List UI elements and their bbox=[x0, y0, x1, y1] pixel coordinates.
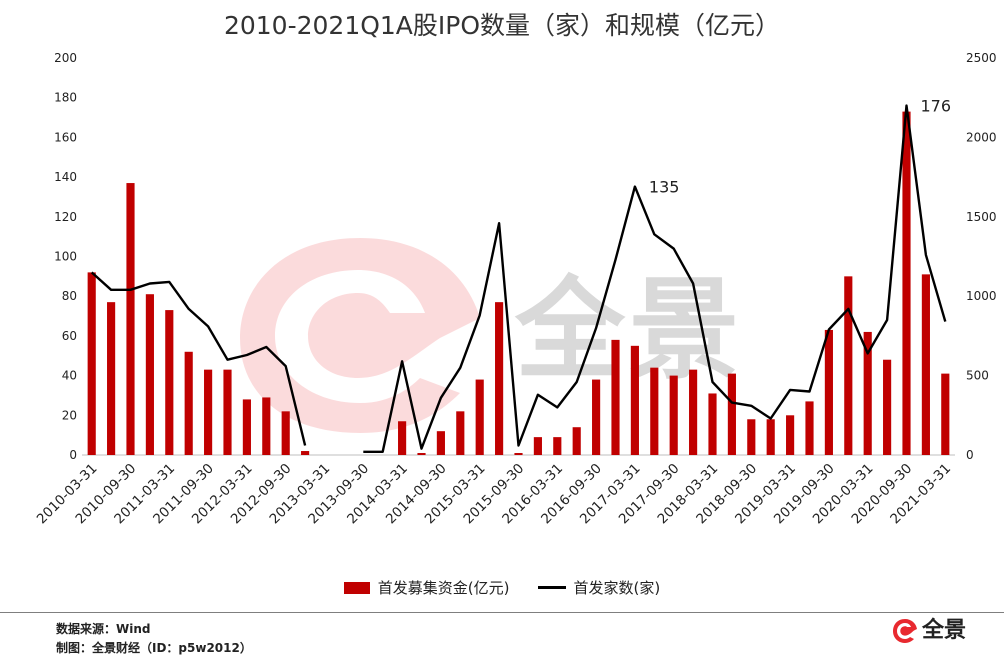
bar bbox=[223, 369, 232, 455]
y-right-tick-label: 0 bbox=[966, 448, 974, 462]
bar bbox=[107, 302, 116, 455]
chart-maker: 制图：全景财经（ID：p5w2012） bbox=[56, 641, 252, 655]
bar bbox=[533, 437, 542, 455]
brand-logo: 全景 bbox=[892, 618, 966, 644]
y-left-tick-label: 80 bbox=[62, 289, 77, 303]
series-line bbox=[90, 104, 947, 453]
brand-logo-icon bbox=[893, 619, 917, 643]
bar bbox=[844, 276, 853, 455]
bar bbox=[262, 397, 271, 455]
bar bbox=[669, 375, 678, 455]
y-left-tick-label: 40 bbox=[62, 369, 77, 383]
bar bbox=[863, 331, 872, 455]
legend-bar-swatch bbox=[343, 581, 370, 594]
bar bbox=[747, 419, 756, 455]
bar bbox=[495, 302, 504, 455]
bar bbox=[417, 453, 426, 455]
bar bbox=[630, 345, 639, 455]
y-right-tick-label: 2000 bbox=[966, 130, 997, 144]
chart-area: 0204060801001201401601802000500100015002… bbox=[34, 51, 997, 527]
chart-title: 2010-2021Q1A股IPO数量（家）和规模（亿元） bbox=[223, 11, 781, 40]
bar bbox=[126, 183, 135, 455]
bar bbox=[514, 453, 523, 455]
y-left-tick-label: 140 bbox=[54, 170, 77, 184]
legend-line-label: 首发家数(家) bbox=[573, 579, 661, 597]
y-left-tick-label: 0 bbox=[69, 448, 77, 462]
bar bbox=[456, 411, 465, 455]
bar bbox=[727, 373, 736, 455]
data-label: 176 bbox=[921, 97, 952, 116]
bar bbox=[165, 310, 174, 455]
y-left-tick-label: 200 bbox=[54, 51, 77, 65]
bar bbox=[766, 419, 775, 455]
data-label: 135 bbox=[649, 178, 680, 197]
bar bbox=[572, 427, 581, 455]
bar bbox=[145, 294, 154, 455]
y-left-tick-label: 60 bbox=[62, 329, 77, 343]
bar bbox=[184, 351, 193, 455]
y-right-tick-label: 2500 bbox=[966, 51, 997, 65]
y-right-tick-label: 1000 bbox=[966, 289, 997, 303]
legend: 首发募集资金(亿元) 首发家数(家) bbox=[0, 577, 1004, 598]
bar bbox=[553, 437, 562, 455]
legend-bar-label: 首发募集资金(亿元) bbox=[377, 579, 510, 597]
bar bbox=[708, 393, 717, 455]
bar bbox=[883, 359, 892, 455]
y-left-tick-label: 160 bbox=[54, 130, 77, 144]
y-left-tick-label: 20 bbox=[62, 408, 77, 422]
bar bbox=[786, 415, 795, 455]
bar bbox=[204, 369, 213, 455]
bar bbox=[592, 379, 601, 455]
bar bbox=[689, 369, 698, 455]
bar bbox=[921, 274, 930, 455]
legend-line-swatch bbox=[537, 586, 566, 589]
bar bbox=[242, 399, 251, 455]
y-left-tick-label: 180 bbox=[54, 91, 77, 105]
bar bbox=[281, 411, 290, 455]
data-source: 数据来源：Wind bbox=[56, 622, 151, 636]
bar bbox=[475, 379, 484, 455]
legend-item-bar: 首发募集资金(亿元) bbox=[343, 577, 510, 598]
bar bbox=[650, 367, 659, 455]
bar bbox=[805, 401, 814, 455]
bar bbox=[301, 451, 310, 455]
y-left-tick-label: 120 bbox=[54, 210, 77, 224]
bar bbox=[941, 373, 950, 455]
bar bbox=[398, 421, 407, 455]
footer-divider bbox=[0, 612, 1004, 613]
bar bbox=[436, 431, 445, 455]
bar bbox=[824, 329, 833, 455]
bar bbox=[611, 339, 620, 455]
y-right-tick-label: 1500 bbox=[966, 210, 997, 224]
brand-logo-text: 全景 bbox=[922, 618, 967, 643]
bar bbox=[87, 272, 96, 455]
legend-item-line: 首发家数(家) bbox=[537, 577, 661, 598]
bar bbox=[902, 111, 911, 455]
y-left-tick-label: 100 bbox=[54, 250, 77, 264]
y-right-tick-label: 500 bbox=[966, 369, 989, 383]
